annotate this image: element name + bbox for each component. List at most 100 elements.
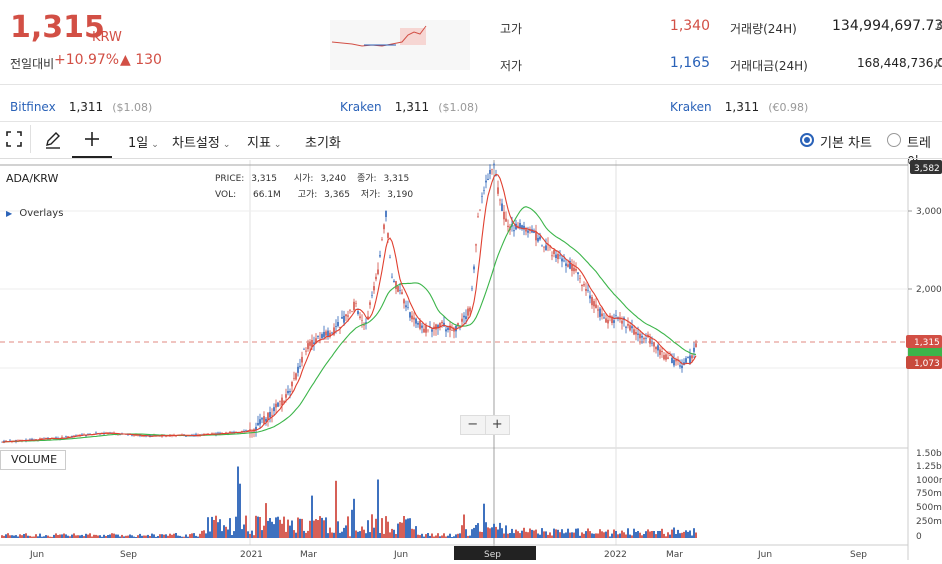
x-tick-label: Jun (393, 550, 408, 560)
candle-body (65, 436, 67, 437)
volume-bar (675, 534, 677, 538)
volume-bar (657, 531, 659, 538)
overlays-toggle[interactable]: ▶ Overlays (6, 208, 63, 219)
basic-chart-radio[interactable] (800, 133, 814, 147)
exchange-item[interactable]: Kraken 1,311 ($1.08) (340, 96, 478, 115)
volume-bar (533, 530, 535, 538)
candle-body (681, 365, 683, 369)
amount-unit: K (935, 57, 942, 70)
volume-bar (225, 526, 227, 538)
volume-bar (349, 536, 351, 538)
exchange-item[interactable]: Bitfinex 1,311 ($1.08) (10, 96, 152, 115)
sparkline (330, 20, 470, 70)
zoom-in-button[interactable]: + (491, 417, 503, 432)
volume-bar (413, 529, 415, 538)
fullscreen-icon[interactable] (6, 131, 22, 147)
volume-bar (135, 537, 137, 538)
candle-body (269, 412, 271, 418)
volume-bar (505, 525, 507, 538)
volume-bar (215, 515, 217, 538)
crosshair-icon (85, 132, 99, 146)
volume-bar (521, 530, 523, 538)
info-vol: 66.1M (253, 190, 281, 200)
volume-bar (271, 521, 273, 538)
volume-bar (643, 534, 645, 538)
volume-bar (325, 517, 327, 538)
volume-bar (27, 535, 29, 538)
candle-body (257, 423, 259, 426)
volume-bar (373, 527, 375, 538)
candle-body (561, 258, 563, 262)
volume-bar (655, 534, 657, 538)
volume-bar (381, 518, 383, 538)
volume-bar (87, 534, 89, 538)
candle-body (577, 272, 579, 275)
volume-bar (457, 533, 459, 538)
volume-bar (11, 535, 13, 538)
volume-bar (681, 532, 683, 538)
candle-body (303, 349, 305, 350)
candle-body (385, 211, 387, 217)
volume-bar (187, 536, 189, 538)
volume-bar (171, 534, 173, 538)
volume-bar (291, 520, 293, 538)
volume-bar (495, 526, 497, 538)
volume-bar (437, 533, 439, 538)
candle-body (219, 432, 221, 434)
volume-label: VOLUME (0, 450, 66, 470)
price-chart[interactable]: 3,000 2,000 3,582 1,315 1,073 1.50b 1.25… (0, 160, 942, 560)
exchange-item[interactable]: Kraken 1,311 (€0.98) (670, 96, 808, 115)
indicators-menu[interactable]: 지표 ⌄ (247, 132, 281, 151)
volume-bar (121, 534, 123, 538)
volume-bar (319, 516, 321, 538)
vol-tick-label: 1000m (916, 476, 942, 486)
volume-bar (327, 533, 329, 538)
volume-bar (459, 533, 461, 538)
pencil-icon[interactable] (44, 131, 62, 149)
volume-bar (465, 529, 467, 538)
interval-select[interactable]: 1일 ⌄ (128, 132, 159, 151)
crosshair-tool[interactable] (72, 125, 112, 158)
volume-bar (363, 529, 365, 538)
volume-bar (71, 534, 73, 538)
volume-bar (421, 533, 423, 538)
volume-bar (591, 533, 593, 538)
candle-body (265, 418, 267, 422)
candle-body (247, 430, 249, 431)
volume-bar (195, 535, 197, 538)
volume-bar (119, 536, 121, 538)
volume-bar (339, 532, 341, 538)
volume-bar (75, 535, 77, 538)
volume-bar (191, 533, 193, 538)
volume-bar (461, 525, 463, 538)
volume-bar (93, 534, 95, 538)
volume-bar (653, 531, 655, 538)
volume-bar (531, 529, 533, 538)
exchange-name: Bitfinex (10, 100, 56, 114)
volume-bar (249, 533, 251, 538)
chart-settings-menu[interactable]: 차트설정 ⌄ (172, 132, 230, 151)
volume-bar (623, 532, 625, 538)
volume-bar (317, 520, 319, 538)
candle-body (647, 334, 649, 337)
volume-bar (31, 536, 33, 538)
candle-body (287, 391, 289, 394)
reset-button[interactable]: 초기화 (305, 136, 341, 151)
candle-body (347, 315, 349, 317)
volume-bar (139, 533, 141, 538)
volume-bar (335, 480, 337, 538)
volume-bar (671, 529, 673, 538)
zoom-out-button[interactable]: − (461, 416, 486, 434)
candle-body (679, 365, 681, 367)
volume-bar (631, 535, 633, 538)
candle-body (439, 322, 441, 328)
volume-bar (269, 518, 271, 538)
candle-body (455, 326, 457, 332)
volume-bar (539, 534, 541, 538)
candle-body (587, 289, 589, 291)
candle-body (327, 330, 329, 337)
candle-body (653, 342, 655, 347)
tradingview-radio[interactable] (887, 133, 901, 147)
volume-bar (469, 535, 471, 538)
volume-bar (123, 536, 125, 538)
